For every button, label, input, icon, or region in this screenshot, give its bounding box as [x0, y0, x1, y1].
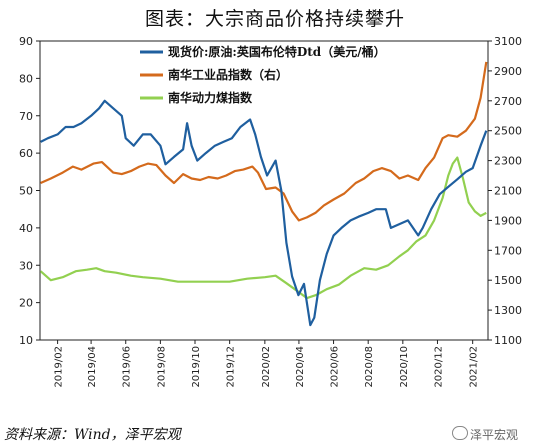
left-tick-label: 70 [19, 110, 33, 123]
x-tick-label: 2019/10 [191, 346, 202, 388]
right-tick-label: 2100 [494, 185, 522, 198]
x-tick-label: 2019/12 [226, 346, 237, 388]
left-tick-label: 10 [19, 334, 33, 347]
series-line-0 [40, 99, 488, 327]
right-tick-label: 1700 [494, 244, 522, 257]
right-tick-label: 1900 [494, 214, 522, 227]
right-tick-label: 3100 [494, 35, 522, 48]
x-tick-label: 2019/02 [54, 346, 65, 388]
right-tick-label: 1300 [494, 304, 522, 317]
chart-title: 图表：大宗商品价格持续攀升 [144, 8, 405, 30]
x-tick-label: 2019/08 [156, 346, 167, 388]
x-tick-label: 2019/04 [87, 346, 98, 388]
right-tick-label: 1100 [494, 334, 522, 347]
legend-label-0: 现货价:原油:英国布伦特Dtd（美元/桶） [168, 44, 386, 59]
left-tick-label: 50 [19, 185, 33, 198]
series-line-2 [39, 156, 487, 300]
wechat-icon [452, 426, 468, 440]
legend-label-1: 南华工业品指数（右） [168, 67, 288, 82]
right-tick-label: 2300 [494, 155, 522, 168]
left-tick-label: 30 [19, 259, 33, 272]
left-tick-label: 80 [19, 72, 33, 85]
left-tick-label: 60 [19, 147, 33, 160]
series-lines [39, 61, 488, 327]
x-tick-label: 2019/06 [122, 346, 133, 388]
right-axis-ticks: 1100 1300 1500 1700 1900 2100 2300 2500 2700 2900… [488, 35, 522, 347]
right-tick-label: 2900 [494, 65, 522, 78]
x-tick-label: 2021/02 [469, 346, 480, 388]
series-line-1 [40, 61, 488, 222]
source-note: 资料来源：Wind，泽平宏观 [4, 427, 181, 443]
x-tick-label: 2020/02 [261, 346, 272, 388]
left-tick-label: 90 [19, 35, 33, 48]
x-tick-label: 2020/06 [330, 346, 341, 388]
left-tick-label: 40 [19, 222, 33, 235]
x-tick-label: 2020/08 [364, 346, 375, 388]
right-tick-label: 2700 [494, 95, 522, 108]
x-axis-ticks: 2019/02 2019/04 2019/06 2019/08 2019/10 2019/… [54, 340, 480, 388]
watermark: 泽平宏观 [470, 428, 519, 442]
x-tick-label: 2020/12 [433, 346, 444, 388]
legend: 现货价:原油:英国布伦特Dtd（美元/桶） 南华工业品指数（右） 南华动力煤指数 [140, 44, 386, 105]
plot-frame [39, 40, 489, 341]
x-tick-label: 2020/10 [399, 346, 410, 388]
right-tick-label: 2500 [494, 125, 522, 138]
legend-label-2: 南华动力煤指数 [168, 90, 253, 105]
left-axis-ticks: 10 20 30 40 50 60 70 80 90 [19, 35, 40, 347]
right-tick-label: 1500 [494, 274, 522, 287]
x-tick-label: 2020/04 [295, 346, 306, 388]
left-tick-label: 20 [19, 297, 33, 310]
